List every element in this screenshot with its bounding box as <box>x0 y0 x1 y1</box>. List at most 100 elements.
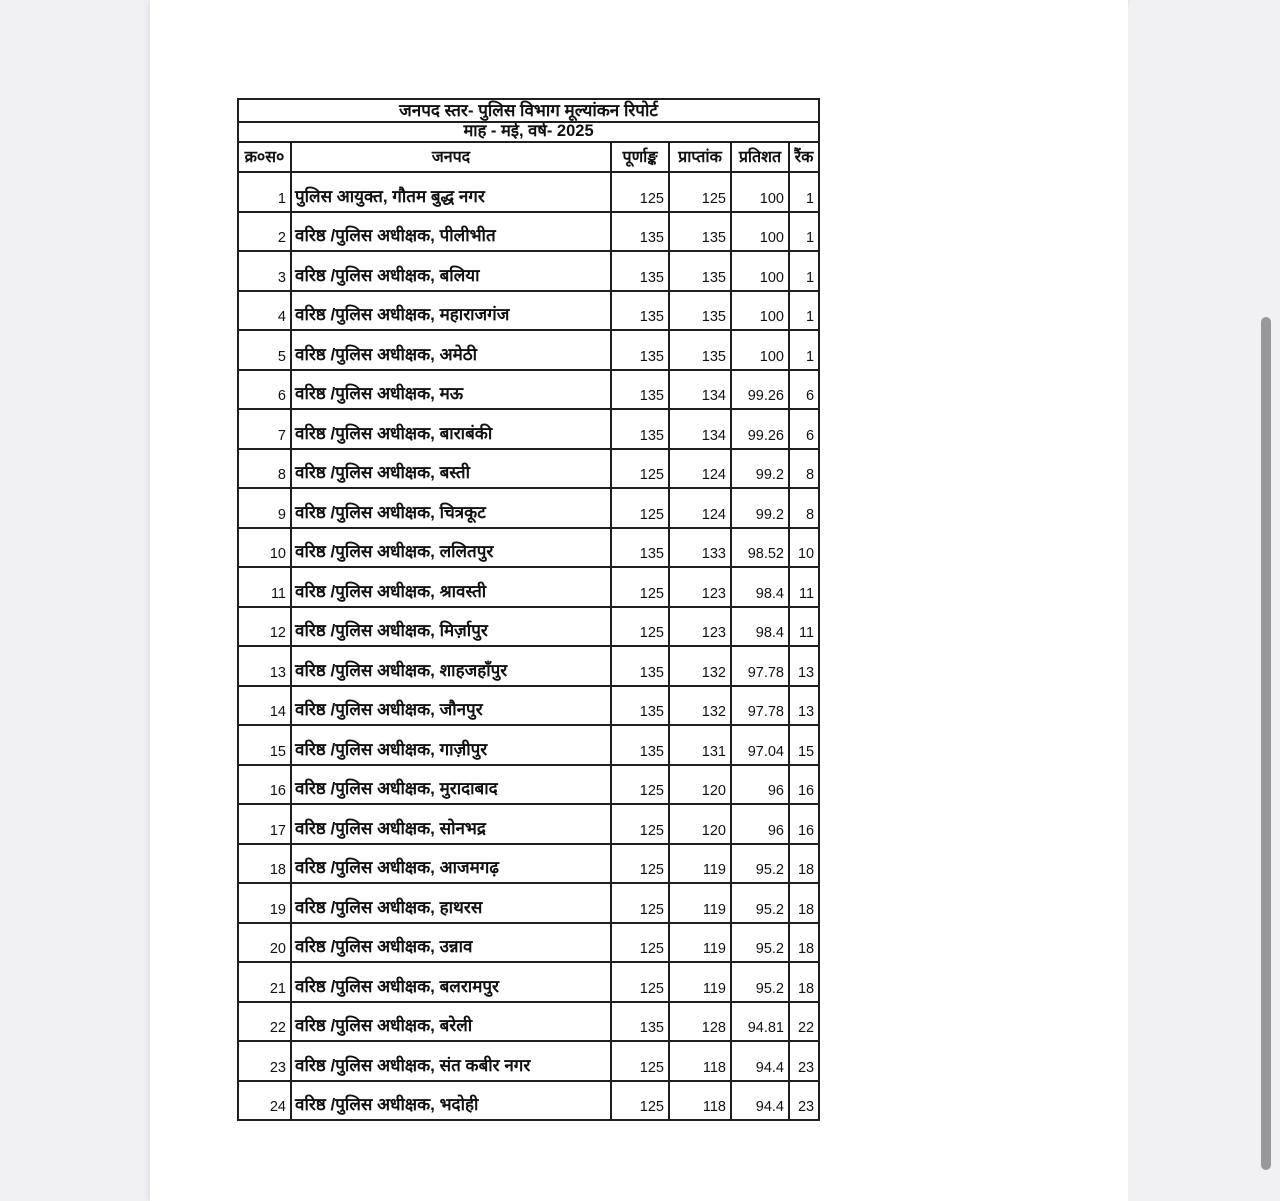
cell-percent: 95.2 <box>730 842 790 884</box>
cell-percent: 100 <box>730 329 790 371</box>
table-row: 17 वरिष्ठ /पुलिस अधीक्षक, सोनभद्र 125 120 96… <box>237 803 821 845</box>
cell-percent: 95.2 <box>730 921 790 963</box>
cell-max-marks: 125 <box>610 842 670 884</box>
scrollbar-gutter <box>1128 0 1280 1201</box>
cell-district: वरिष्ठ /पुलिस अधीक्षक, जौनपुर <box>290 684 612 726</box>
cell-rank: 15 <box>787 724 821 766</box>
cell-serial: 4 <box>237 289 292 331</box>
cell-percent: 98.4 <box>730 566 790 608</box>
cell-max-marks: 135 <box>610 408 670 450</box>
cell-percent: 100 <box>730 171 790 213</box>
cell-max-marks: 125 <box>610 566 670 608</box>
cell-serial: 5 <box>237 329 292 371</box>
table-row: 24 वरिष्ठ /पुलिस अधीक्षक, भदोही 125 118 94.4… <box>237 1079 821 1121</box>
cell-obtained: 120 <box>668 803 732 845</box>
cell-district: वरिष्ठ /पुलिस अधीक्षक, सोनभद्र <box>290 803 612 845</box>
cell-district: वरिष्ठ /पुलिस अधीक्षक, मऊ <box>290 368 612 410</box>
cell-district: वरिष्ठ /पुलिस अधीक्षक, चित्रकूट <box>290 487 612 529</box>
cell-obtained: 118 <box>668 1079 732 1121</box>
column-header-row: क्र०स० जनपद पूर्णाङ्क प्राप्तांक प्रतिशत… <box>237 141 821 173</box>
cell-obtained: 119 <box>668 842 732 884</box>
table-row: 12 वरिष्ठ /पुलिस अधीक्षक, मिर्ज़ापुर 125 12… <box>237 605 821 647</box>
table-row: 18 वरिष्ठ /पुलिस अधीक्षक, आजमगढ़ 125 119 95.… <box>237 842 821 884</box>
cell-district: वरिष्ठ /पुलिस अधीक्षक, हाथरस <box>290 882 612 924</box>
cell-max-marks: 135 <box>610 368 670 410</box>
cell-rank: 23 <box>787 1079 821 1121</box>
cell-serial: 20 <box>237 921 292 963</box>
cell-percent: 99.26 <box>730 408 790 450</box>
cell-obtained: 132 <box>668 645 732 687</box>
cell-district: वरिष्ठ /पुलिस अधीक्षक, पीलीभीत <box>290 210 612 252</box>
column-header-percent: प्रतिशत <box>730 141 790 173</box>
cell-rank: 13 <box>787 684 821 726</box>
cell-serial: 6 <box>237 368 292 410</box>
cell-rank: 18 <box>787 882 821 924</box>
cell-district: वरिष्ठ /पुलिस अधीक्षक, उन्नाव <box>290 921 612 963</box>
cell-percent: 99.26 <box>730 368 790 410</box>
cell-district: वरिष्ठ /पुलिस अधीक्षक, बस्ती <box>290 447 612 489</box>
cell-max-marks: 125 <box>610 763 670 805</box>
cell-percent: 94.81 <box>730 1000 790 1042</box>
cell-rank: 1 <box>787 210 821 252</box>
cell-max-marks: 125 <box>610 487 670 529</box>
cell-rank: 16 <box>787 803 821 845</box>
table-row: 21 वरिष्ठ /पुलिस अधीक्षक, बलरामपुर 125 119 9… <box>237 961 821 1003</box>
cell-obtained: 134 <box>668 408 732 450</box>
cell-rank: 1 <box>787 171 821 213</box>
table-row: 6 वरिष्ठ /पुलिस अधीक्षक, मऊ 135 134 99.26 6 <box>237 368 821 410</box>
cell-serial: 10 <box>237 526 292 568</box>
cell-obtained: 118 <box>668 1040 732 1082</box>
table-row: 19 वरिष्ठ /पुलिस अधीक्षक, हाथरस 125 119 95.2… <box>237 882 821 924</box>
cell-district: वरिष्ठ /पुलिस अधीक्षक, श्रावस्ती <box>290 566 612 608</box>
cell-serial: 15 <box>237 724 292 766</box>
cell-district: वरिष्ठ /पुलिस अधीक्षक, मुरादाबाद <box>290 763 612 805</box>
cell-max-marks: 125 <box>610 1079 670 1121</box>
cell-obtained: 133 <box>668 526 732 568</box>
cell-rank: 6 <box>787 408 821 450</box>
cell-max-marks: 135 <box>610 645 670 687</box>
vertical-scrollbar-thumb[interactable] <box>1261 317 1271 1170</box>
table-row: 13 वरिष्ठ /पुलिस अधीक्षक, शाहजहाँपुर 135 13… <box>237 645 821 687</box>
cell-max-marks: 125 <box>610 803 670 845</box>
cell-rank: 18 <box>787 921 821 963</box>
cell-serial: 24 <box>237 1079 292 1121</box>
cell-serial: 23 <box>237 1040 292 1082</box>
cell-rank: 8 <box>787 447 821 489</box>
cell-max-marks: 135 <box>610 210 670 252</box>
report-title: जनपद स्तर- पुलिस विभाग मूल्यांकन रिपोर्ट <box>236 98 821 123</box>
cell-obtained: 135 <box>668 329 732 371</box>
cell-obtained: 128 <box>668 1000 732 1042</box>
cell-rank: 1 <box>787 250 821 292</box>
document-page: जनपद स्तर- पुलिस विभाग मूल्यांकन रिपोर्ट… <box>150 0 1128 1201</box>
cell-percent: 95.2 <box>730 882 790 924</box>
table-row: 9 वरिष्ठ /पुलिस अधीक्षक, चित्रकूट 125 124 99… <box>237 487 821 529</box>
column-header-district: जनपद <box>290 141 612 173</box>
cell-district: पुलिस आयुक्त, गौतम बुद्ध नगर <box>290 171 612 213</box>
cell-percent: 99.2 <box>730 487 790 529</box>
cell-rank: 11 <box>787 605 821 647</box>
cell-percent: 100 <box>730 250 790 292</box>
cell-rank: 10 <box>787 526 821 568</box>
cell-serial: 1 <box>237 171 292 213</box>
cell-serial: 13 <box>237 645 292 687</box>
cell-rank: 23 <box>787 1040 821 1082</box>
column-header-rank: रैंक <box>787 141 821 173</box>
cell-serial: 17 <box>237 803 292 845</box>
table-row: 11 वरिष्ठ /पुलिस अधीक्षक, श्रावस्ती 125 123… <box>237 566 821 608</box>
cell-serial: 12 <box>237 605 292 647</box>
table-row: 15 वरिष्ठ /पुलिस अधीक्षक, गाज़ीपुर 135 131 9… <box>237 724 821 766</box>
cell-percent: 94.4 <box>730 1079 790 1121</box>
cell-obtained: 120 <box>668 763 732 805</box>
cell-serial: 2 <box>237 210 292 252</box>
cell-percent: 97.04 <box>730 724 790 766</box>
column-header-max-marks: पूर्णाङ्क <box>610 141 670 173</box>
cell-max-marks: 125 <box>610 171 670 213</box>
table-row: 16 वरिष्ठ /पुलिस अधीक्षक, मुरादाबाद 125 120… <box>237 763 821 805</box>
report-subtitle-row: माह - मई, वर्ष- 2025 <box>236 121 821 143</box>
cell-district: वरिष्ठ /पुलिस अधीक्षक, भदोही <box>290 1079 612 1121</box>
cell-percent: 94.4 <box>730 1040 790 1082</box>
table-row: 14 वरिष्ठ /पुलिस अधीक्षक, जौनपुर 135 132 97.… <box>237 684 821 726</box>
cell-rank: 8 <box>787 487 821 529</box>
cell-district: वरिष्ठ /पुलिस अधीक्षक, गाज़ीपुर <box>290 724 612 766</box>
